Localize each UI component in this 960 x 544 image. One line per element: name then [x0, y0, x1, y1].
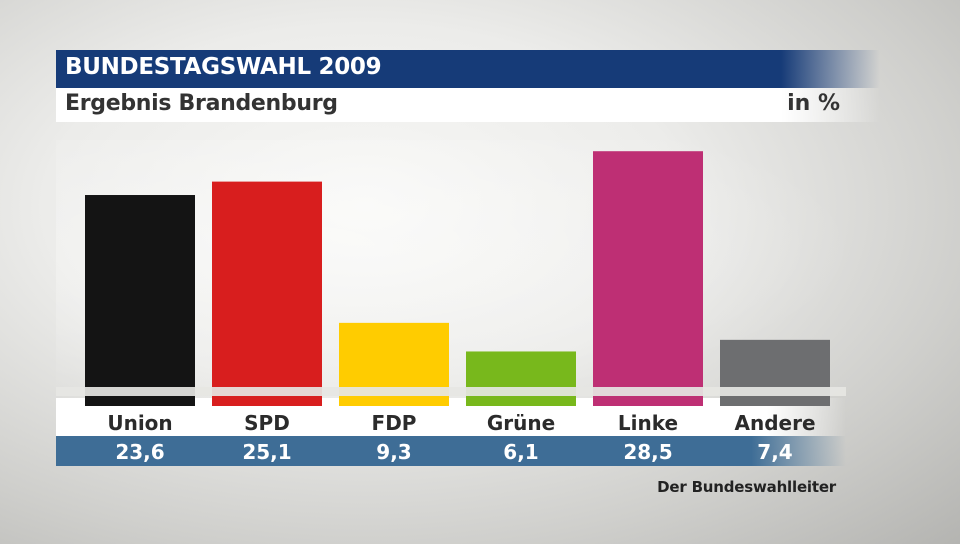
- chart-title: BUNDESTAGSWAHL 2009: [65, 54, 382, 80]
- value-label-andere: 7,4: [757, 440, 792, 464]
- value-label-spd: 25,1: [242, 440, 291, 464]
- value-label-gruene: 6,1: [503, 440, 538, 464]
- bar-linke: [593, 151, 703, 406]
- source-credit: Der Bundeswahlleiter: [657, 478, 836, 496]
- bar-union: [85, 195, 195, 406]
- category-label-union: Union: [107, 411, 172, 435]
- category-label-spd: SPD: [244, 411, 290, 435]
- value-label-linke: 28,5: [623, 440, 672, 464]
- category-label-andere: Andere: [734, 411, 815, 435]
- category-label-fdp: FDP: [372, 411, 417, 435]
- value-label-band: [56, 436, 846, 466]
- baseline-highlight: [56, 387, 846, 396]
- title-bar: BUNDESTAGSWAHL 2009: [56, 50, 880, 88]
- category-label-linke: Linke: [618, 411, 678, 435]
- value-label-union: 23,6: [115, 440, 164, 464]
- value-label-fdp: 9,3: [376, 440, 411, 464]
- unit-label: in %: [787, 91, 840, 116]
- bar-gruene: [466, 351, 576, 406]
- chart-subtitle: Ergebnis Brandenburg: [65, 91, 338, 116]
- bar-spd: [212, 181, 322, 406]
- category-label-gruene: Grüne: [487, 411, 555, 435]
- subtitle-bar: Ergebnis Brandenburg in %: [56, 88, 880, 122]
- bar-andere: [720, 339, 830, 406]
